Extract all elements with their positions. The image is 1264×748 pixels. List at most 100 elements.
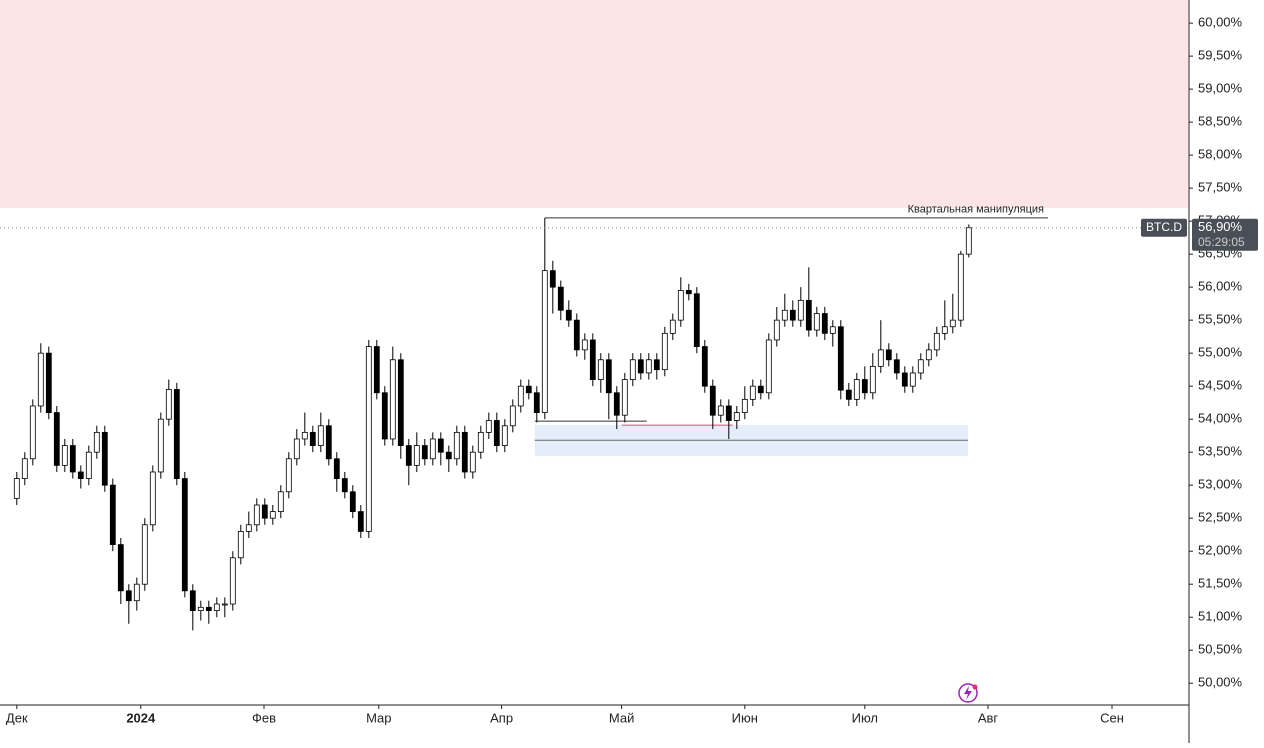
- icon-bolt: [964, 686, 972, 700]
- axes: 50,00% 50,50% 51,00% 51,50% 52,00% 52,50% 53,0…: [6, 15, 1243, 726]
- candle-body: [37, 352, 44, 407]
- symbol-label: BTC.D: [1146, 220, 1182, 234]
- x-tick-label: 2024: [126, 710, 156, 725]
- candle-body: [293, 438, 300, 460]
- candle-body: [197, 606, 204, 612]
- candle-body: [413, 445, 420, 466]
- candle-body: [685, 290, 692, 295]
- candle-body: [821, 313, 828, 334]
- candle-body: [485, 420, 492, 433]
- candle-body: [69, 445, 76, 473]
- candle-body: [501, 425, 508, 446]
- candle-body: [741, 398, 748, 413]
- candle-body: [541, 270, 548, 413]
- candle-body: [605, 359, 612, 394]
- candle-body: [829, 326, 836, 334]
- candle-body: [45, 352, 52, 413]
- x-tick-label: Июл: [852, 710, 878, 725]
- zone: [0, 0, 1188, 208]
- candle-body: [661, 332, 668, 371]
- candle-body: [157, 418, 164, 473]
- candle-body: [885, 349, 892, 361]
- candle-body: [765, 339, 772, 394]
- last-price-label: 56,90%: [1198, 219, 1243, 234]
- candle-body: [357, 511, 364, 532]
- candle-body: [29, 405, 36, 460]
- candle-body: [549, 270, 556, 288]
- y-tick-label: 51,00%: [1198, 609, 1243, 624]
- y-tick-label: 53,50%: [1198, 444, 1243, 459]
- candle-body: [365, 346, 372, 532]
- candle-body: [101, 431, 108, 486]
- candle-body: [861, 379, 868, 394]
- candle-body: [613, 392, 620, 416]
- candle-body: [237, 530, 244, 559]
- candle-body: [437, 438, 444, 453]
- candle-body: [621, 379, 628, 416]
- y-tick-label: 58,00%: [1198, 147, 1243, 162]
- plot: Квартальная манипуляция: [0, 204, 1189, 631]
- candle-body: [901, 372, 908, 387]
- candle-body: [757, 385, 764, 394]
- icon-dot: [972, 684, 978, 690]
- candle-body: [181, 478, 188, 592]
- symbol-badge: [1141, 218, 1187, 237]
- candle-body: [813, 313, 820, 331]
- candle-body: [717, 405, 724, 416]
- y-tick-label: 60,00%: [1198, 15, 1243, 30]
- candle-body: [797, 299, 804, 321]
- candle-body: [949, 319, 956, 328]
- candle-body: [573, 319, 580, 351]
- candle-body: [517, 385, 524, 407]
- candle-body: [493, 420, 500, 446]
- zones: [0, 0, 1188, 457]
- icon-ring: [958, 683, 978, 703]
- candle-body: [77, 471, 84, 479]
- candle-body: [933, 332, 940, 351]
- candle-body: [109, 484, 116, 545]
- candle-body: [341, 478, 348, 493]
- candle-body: [261, 504, 268, 519]
- candle-body: [61, 445, 68, 466]
- candle-body: [397, 359, 404, 446]
- y-tick-label: 52,50%: [1198, 510, 1243, 525]
- y-tick-label: 59,50%: [1198, 48, 1243, 63]
- x-tick-label: Дек: [6, 710, 28, 725]
- candle-body: [333, 458, 340, 479]
- candle-body: [789, 309, 796, 321]
- x-tick-label: Фев: [252, 710, 276, 725]
- candle-body: [269, 511, 276, 519]
- candle-body: [629, 359, 636, 380]
- lightning-icon[interactable]: [958, 683, 978, 703]
- candle-body: [837, 326, 844, 391]
- candle-body: [85, 451, 92, 479]
- candle-body: [421, 445, 428, 460]
- y-tick-label: 55,50%: [1198, 312, 1243, 327]
- candle-body: [229, 557, 236, 605]
- y-tick-label: 52,00%: [1198, 543, 1243, 558]
- y-tick-label: 59,00%: [1198, 81, 1243, 96]
- candle-body: [533, 392, 540, 413]
- candle-body: [213, 603, 220, 612]
- candle-body: [565, 309, 572, 321]
- candle-body: [725, 405, 732, 421]
- candle-body: [845, 389, 852, 400]
- x-tick-label: Сен: [1100, 710, 1124, 725]
- candle-body: [581, 339, 588, 351]
- candle-body: [645, 359, 652, 374]
- candle-body: [877, 349, 884, 367]
- candle-body: [389, 359, 396, 440]
- x-tick-label: Июн: [732, 710, 758, 725]
- candle-body: [21, 458, 28, 479]
- candle-body: [53, 412, 60, 466]
- candle-body: [245, 524, 252, 532]
- candle-body: [749, 385, 756, 400]
- candle-body: [509, 405, 516, 427]
- y-tick-label: 54,00%: [1198, 411, 1243, 426]
- x-tick-label: Апр: [490, 710, 513, 725]
- candle-body: [429, 438, 436, 460]
- candle-body: [317, 425, 324, 446]
- candle-body: [469, 451, 476, 473]
- candle-body: [133, 583, 140, 602]
